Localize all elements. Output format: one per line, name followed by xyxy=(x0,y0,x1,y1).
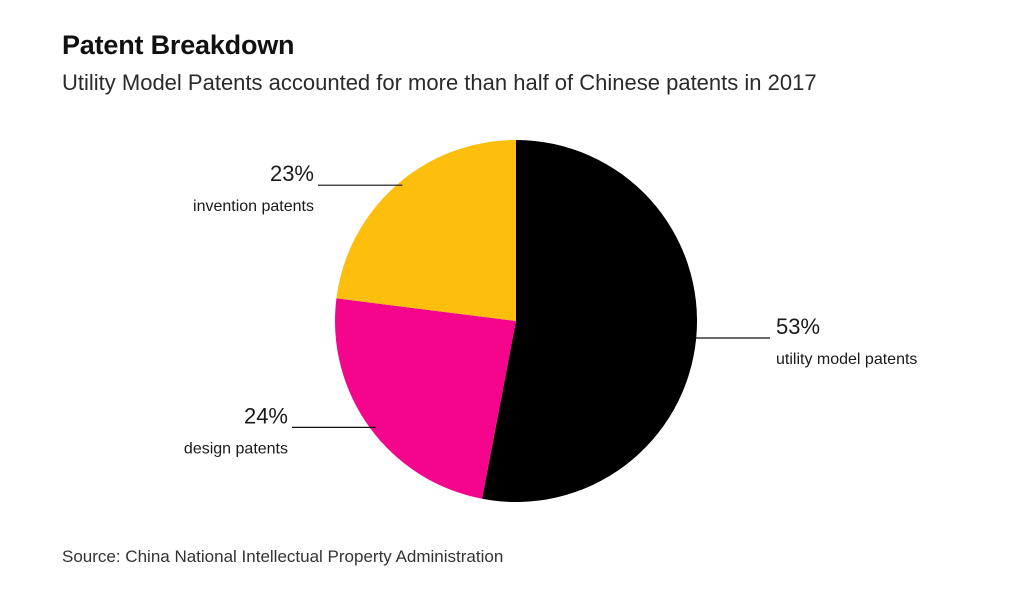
pie-slice-invention-patents xyxy=(336,140,516,321)
pie-labels: 53% utility model patents 24% design patent… xyxy=(184,161,917,457)
slice-label-design-patents: design patents xyxy=(184,440,288,457)
pie-slice-utility-model-patents xyxy=(482,140,698,502)
slice-percent-invention-patents: 23% xyxy=(270,161,314,186)
pie-slice-design-patents xyxy=(335,298,516,499)
slice-label-utility-model-patents: utility model patents xyxy=(776,351,917,368)
chart-title: Patent Breakdown xyxy=(62,30,295,60)
slice-percent-design-patents: 24% xyxy=(244,403,288,428)
source-note: Source: China National Intellectual Prop… xyxy=(62,547,504,566)
slice-percent-utility-model-patents: 53% xyxy=(776,314,820,339)
slice-label-invention-patents: invention patents xyxy=(193,198,314,215)
pie-slices xyxy=(335,140,698,502)
chart-subtitle: Utility Model Patents accounted for more… xyxy=(62,70,817,95)
